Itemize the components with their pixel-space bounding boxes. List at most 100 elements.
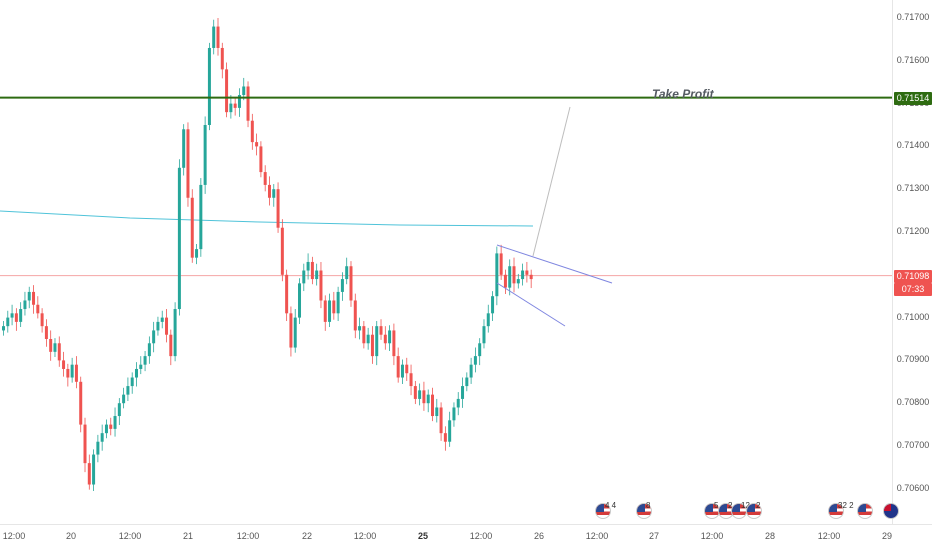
candle-body — [199, 184, 203, 250]
time-tick: 27 — [648, 531, 660, 541]
candle-body — [345, 266, 349, 280]
candle-body — [83, 424, 87, 464]
candle-body — [456, 398, 460, 408]
time-tick: 12:00 — [236, 531, 260, 541]
candle-body — [36, 304, 40, 314]
candle-body — [353, 300, 357, 331]
economic-event-marker[interactable]: 2 — [746, 500, 764, 520]
candle-body — [156, 321, 160, 331]
take-profit-label: Take Profit — [652, 87, 714, 101]
candle-body — [109, 424, 113, 429]
price-tick: 0.70700 — [896, 440, 930, 450]
candle-body — [62, 360, 66, 369]
price-tick: 0.70800 — [896, 397, 930, 408]
candle-body — [242, 86, 246, 96]
us-flag-icon — [746, 503, 762, 519]
candle-body — [32, 291, 36, 305]
us-flag-icon — [595, 503, 611, 519]
time-tick: 12:00 — [118, 531, 142, 541]
candle-body — [452, 407, 456, 421]
time-tick: 25 — [417, 531, 429, 541]
economic-event-marker[interactable]: 4 4 — [595, 500, 616, 520]
candle-body — [482, 326, 486, 344]
time-tick: 21 — [182, 531, 194, 541]
candle-body — [40, 313, 44, 327]
candle-body — [173, 309, 177, 357]
candle-body — [521, 270, 525, 280]
candle-body — [186, 129, 190, 198]
candle-body — [409, 373, 413, 387]
candle-body — [495, 253, 499, 297]
candle-body — [418, 390, 422, 399]
candle-body — [422, 390, 426, 404]
economic-event-marker[interactable]: 8 — [636, 500, 654, 520]
candle-body — [465, 377, 469, 387]
candle-body — [461, 386, 465, 399]
candle-body — [332, 300, 336, 314]
candle-body — [259, 146, 263, 173]
candle-body — [117, 403, 121, 417]
candle-body — [413, 386, 417, 399]
candle-body — [237, 95, 241, 108]
candle-body — [469, 364, 473, 378]
candle-body — [130, 377, 134, 387]
candle-body — [392, 330, 396, 357]
candle-body — [134, 368, 138, 378]
candle-body — [160, 317, 164, 322]
channel-upper-line — [496, 244, 613, 284]
candle-body — [2, 326, 5, 331]
price-tick: 0.71700 — [896, 12, 930, 22]
us-flag-icon — [828, 503, 844, 519]
candle-body — [19, 309, 23, 322]
candle-body — [272, 189, 276, 198]
candle-body — [49, 339, 53, 352]
candle-body — [486, 313, 490, 327]
time-axis[interactable]: 12:00 20 12:00 21 12:00 22 12:00 25 12:00 26 12:00… — [0, 524, 932, 551]
candle-body — [23, 300, 27, 310]
economic-event-marker[interactable] — [883, 500, 901, 520]
candle-body — [220, 47, 224, 70]
time-tick: 12:00 — [585, 531, 609, 541]
candle-body — [126, 386, 130, 395]
candle-body — [426, 394, 430, 404]
candle-body — [328, 300, 332, 322]
candle-body — [212, 26, 216, 48]
projection-line — [532, 106, 571, 257]
candlestick-chart[interactable] — [0, 0, 892, 524]
candle-body — [14, 313, 18, 322]
time-tick: 12:00 — [2, 531, 26, 541]
chart-area[interactable]: Take Profit — [0, 0, 892, 524]
price-tick: 0.70900 — [896, 354, 930, 365]
candle-body — [508, 266, 512, 288]
economic-event-marker[interactable]: 32 2 — [828, 500, 854, 520]
candle-body — [358, 326, 362, 331]
time-tick: 26 — [533, 531, 545, 541]
candle-body — [44, 326, 48, 339]
candle-body — [104, 424, 108, 434]
candle-body — [516, 279, 520, 284]
candle-body — [400, 364, 404, 378]
candle-body — [263, 172, 267, 185]
candle-body — [319, 270, 323, 301]
candle-body — [177, 167, 181, 310]
candle-body — [250, 120, 254, 143]
candle-body — [255, 142, 259, 147]
candle-body — [207, 47, 211, 125]
candle-body — [229, 103, 233, 113]
candle-body — [396, 356, 400, 378]
economic-event-marker[interactable]: 12 — [731, 500, 750, 520]
candle-body — [310, 261, 314, 280]
price-tick: 0.71400 — [896, 140, 930, 151]
candle-body — [405, 364, 409, 374]
candle-body — [431, 394, 434, 417]
candle-body — [10, 313, 14, 318]
candle-body — [216, 26, 220, 48]
candle-body — [439, 407, 443, 434]
candle-body — [366, 334, 370, 344]
candle-body — [302, 270, 306, 284]
economic-event-marker[interactable] — [857, 500, 875, 520]
event-count: 32 2 — [838, 501, 854, 510]
candle-body — [435, 407, 439, 417]
candle-body — [74, 364, 78, 382]
price-axis[interactable]: 0.717000.716000.715000.714000.713000.712… — [892, 0, 932, 524]
